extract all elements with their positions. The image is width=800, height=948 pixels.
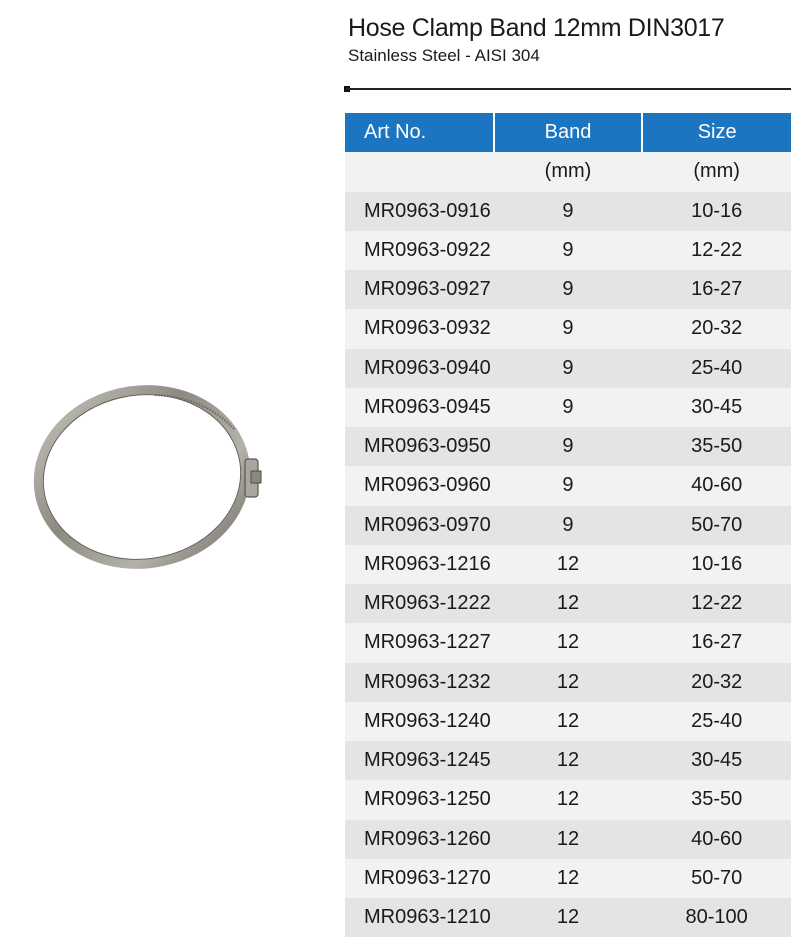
cell-band: 9 bbox=[493, 309, 643, 349]
cell-size: 80-100 bbox=[642, 898, 791, 938]
column-header-size: Size bbox=[641, 113, 791, 153]
cell-art-no: MR0963-0970 bbox=[345, 505, 494, 545]
table-row: MR0963-0932 9 20-32 bbox=[345, 309, 791, 349]
table-row: MR0963-0922 9 12-22 bbox=[345, 230, 791, 270]
cell-size: 50-70 bbox=[642, 858, 791, 898]
table-row: MR0963-1250 12 35-50 bbox=[345, 780, 791, 820]
cell-band: 9 bbox=[493, 230, 643, 270]
cell-art-no: MR0963-0950 bbox=[345, 427, 494, 467]
table-row: MR0963-0916 9 10-16 bbox=[345, 191, 791, 231]
cell-size: 25-40 bbox=[642, 701, 791, 741]
table-row: MR0963-1232 12 20-32 bbox=[345, 662, 791, 702]
cell-art-no: MR0963-0916 bbox=[345, 191, 494, 231]
cell-art-no: MR0963-1250 bbox=[345, 780, 494, 820]
cell-band: 12 bbox=[493, 623, 643, 663]
cell-art-no: MR0963-1216 bbox=[345, 544, 494, 584]
unit-art-no bbox=[345, 152, 494, 192]
cell-band: 9 bbox=[493, 505, 643, 545]
unit-size: (mm) bbox=[642, 152, 791, 192]
table-row: MR0963-1260 12 40-60 bbox=[345, 819, 791, 859]
specification-table: Art No. Band Size (mm) (mm) MR0963-0916 9… bbox=[345, 113, 791, 938]
cell-band: 9 bbox=[493, 348, 643, 388]
cell-size: 35-50 bbox=[642, 780, 791, 820]
table-header-row: Art No. Band Size bbox=[345, 113, 791, 153]
cell-art-no: MR0963-1227 bbox=[345, 623, 494, 663]
table-row: MR0963-0940 9 25-40 bbox=[345, 348, 791, 388]
cell-art-no: MR0963-1240 bbox=[345, 701, 494, 741]
cell-art-no: MR0963-1260 bbox=[345, 819, 494, 859]
table-row: MR0963-1245 12 30-45 bbox=[345, 741, 791, 781]
cell-size: 35-50 bbox=[642, 427, 791, 467]
table-row: MR0963-1216 12 10-16 bbox=[345, 544, 791, 584]
table-row: MR0963-1222 12 12-22 bbox=[345, 584, 791, 624]
cell-size: 10-16 bbox=[642, 191, 791, 231]
table-row: MR0963-1227 12 16-27 bbox=[345, 623, 791, 663]
table-row: MR0963-0960 9 40-60 bbox=[345, 466, 791, 506]
cell-size: 12-22 bbox=[642, 230, 791, 270]
cell-art-no: MR0963-0927 bbox=[345, 270, 494, 310]
cell-band: 9 bbox=[493, 387, 643, 427]
page-subtitle: Stainless Steel - AISI 304 bbox=[348, 46, 540, 65]
table-row: MR0963-0927 9 16-27 bbox=[345, 270, 791, 310]
table-row: MR0963-0950 9 35-50 bbox=[345, 427, 791, 467]
cell-band: 12 bbox=[493, 544, 643, 584]
cell-band: 12 bbox=[493, 858, 643, 898]
cell-art-no: MR0963-0940 bbox=[345, 348, 494, 388]
cell-size: 25-40 bbox=[642, 348, 791, 388]
cell-art-no: MR0963-0960 bbox=[345, 466, 494, 506]
cell-band: 12 bbox=[493, 584, 643, 624]
hose-clamp-image bbox=[33, 385, 262, 569]
table-row: MR0963-0945 9 30-45 bbox=[345, 387, 791, 427]
cell-band: 12 bbox=[493, 819, 643, 859]
cell-size: 30-45 bbox=[642, 387, 791, 427]
cell-size: 16-27 bbox=[642, 270, 791, 310]
column-header-band: Band bbox=[492, 113, 643, 153]
table-row: MR0963-0970 9 50-70 bbox=[345, 505, 791, 545]
cell-art-no: MR0963-0945 bbox=[345, 387, 494, 427]
cell-band: 9 bbox=[493, 191, 643, 231]
cell-art-no: MR0963-1245 bbox=[345, 741, 494, 781]
cell-size: 12-22 bbox=[642, 584, 791, 624]
cell-band: 9 bbox=[493, 270, 643, 310]
unit-band: (mm) bbox=[493, 152, 643, 192]
column-header-art-no: Art No. bbox=[345, 113, 494, 153]
cell-size: 10-16 bbox=[642, 544, 791, 584]
cell-band: 12 bbox=[493, 701, 643, 741]
cell-band: 12 bbox=[493, 898, 643, 938]
cell-art-no: MR0963-0922 bbox=[345, 230, 494, 270]
cell-art-no: MR0963-1210 bbox=[345, 898, 494, 938]
page-title: Hose Clamp Band 12mm DIN3017 bbox=[348, 14, 725, 42]
cell-size: 40-60 bbox=[642, 819, 791, 859]
cell-band: 9 bbox=[493, 466, 643, 506]
cell-band: 12 bbox=[493, 662, 643, 702]
cell-band: 9 bbox=[493, 427, 643, 467]
cell-art-no: MR0963-1232 bbox=[345, 662, 494, 702]
cell-band: 12 bbox=[493, 741, 643, 781]
cell-size: 20-32 bbox=[642, 662, 791, 702]
cell-size: 50-70 bbox=[642, 505, 791, 545]
cell-size: 30-45 bbox=[642, 741, 791, 781]
table-row: MR0963-1270 12 50-70 bbox=[345, 858, 791, 898]
table-row: MR0963-1210 12 80-100 bbox=[345, 898, 791, 938]
cell-art-no: MR0963-1222 bbox=[345, 584, 494, 624]
divider bbox=[346, 88, 791, 90]
units-row: (mm) (mm) bbox=[345, 152, 791, 192]
cell-size: 40-60 bbox=[642, 466, 791, 506]
table-row: MR0963-1240 12 25-40 bbox=[345, 701, 791, 741]
cell-art-no: MR0963-1270 bbox=[345, 858, 494, 898]
cell-band: 12 bbox=[493, 780, 643, 820]
cell-size: 16-27 bbox=[642, 623, 791, 663]
cell-art-no: MR0963-0932 bbox=[345, 309, 494, 349]
cell-size: 20-32 bbox=[642, 309, 791, 349]
